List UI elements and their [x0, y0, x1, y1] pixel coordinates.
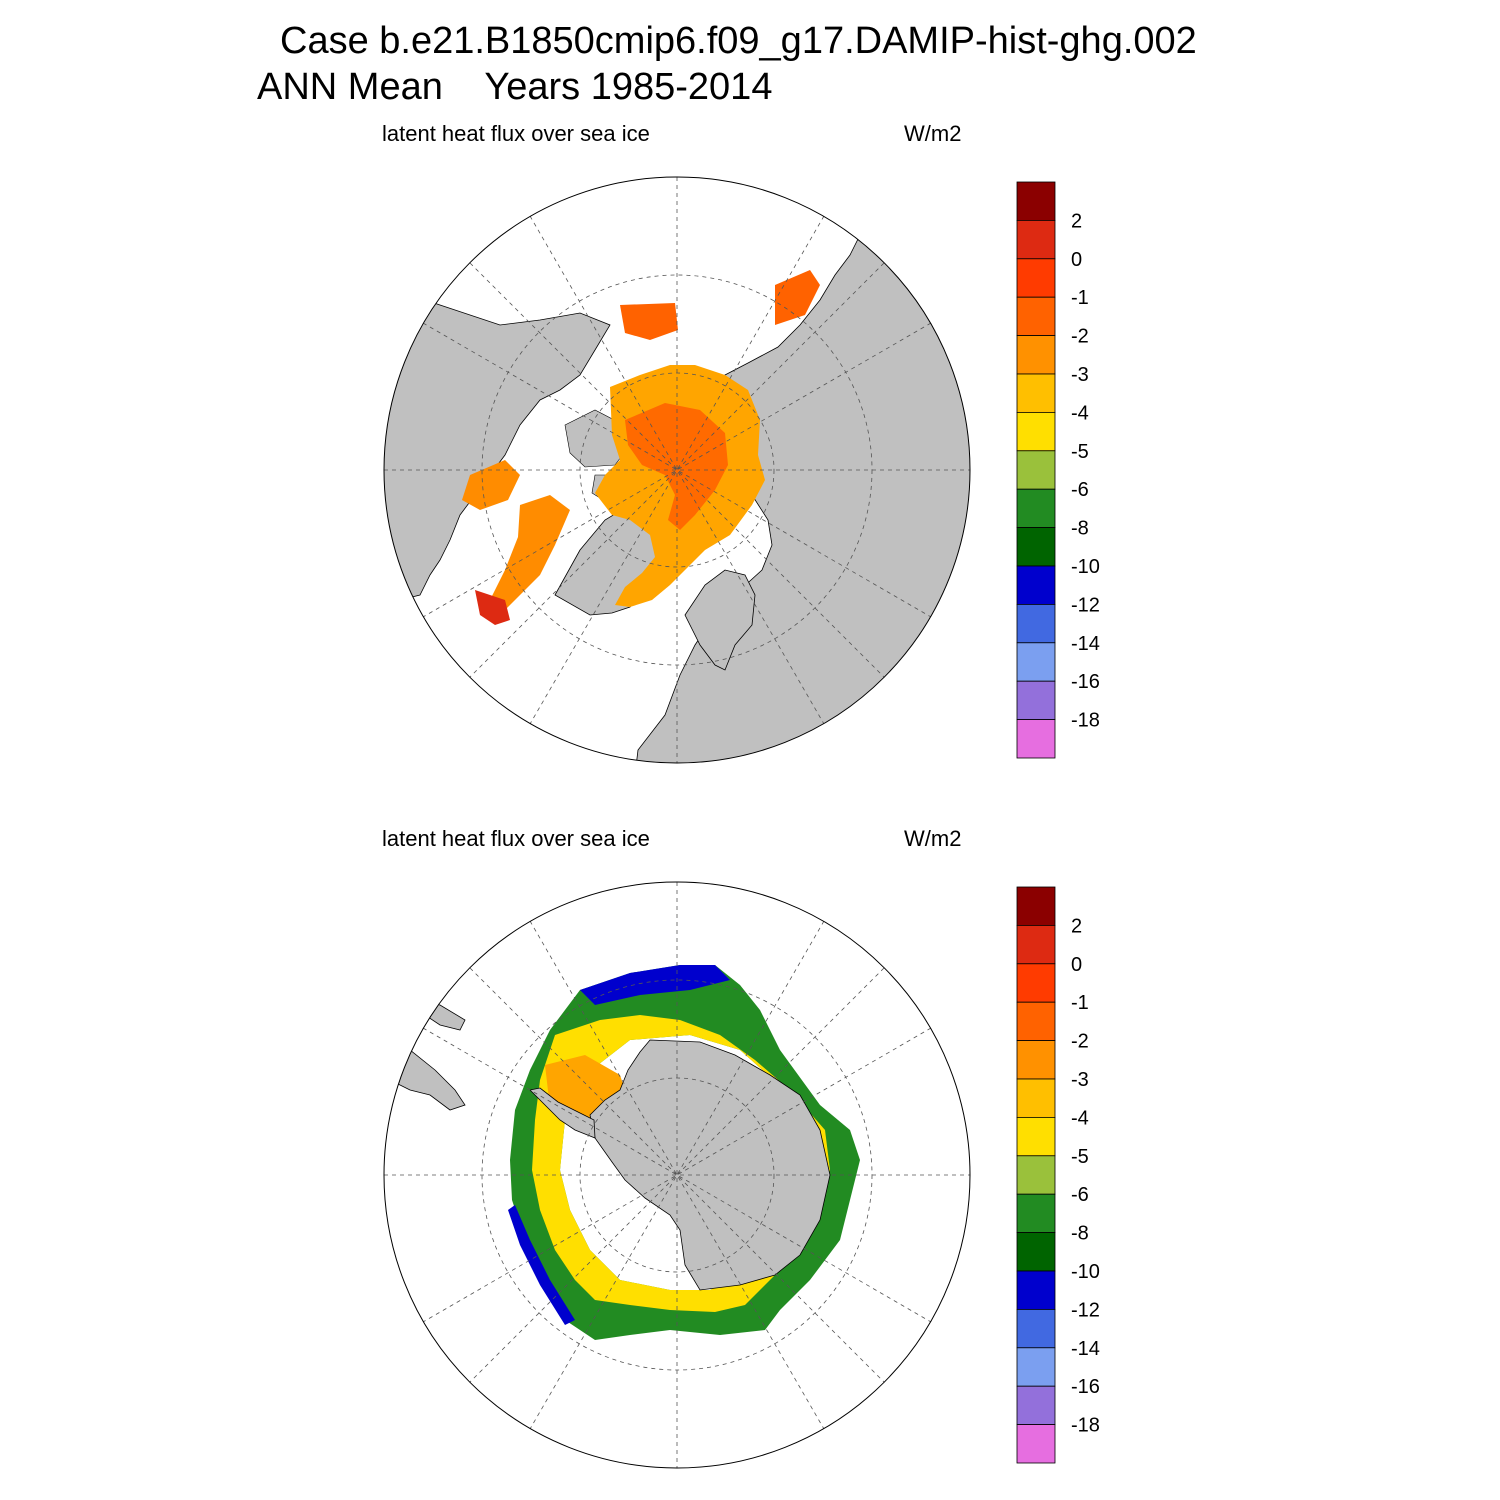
sea-ice-hudson	[462, 460, 520, 510]
colorbar-box	[1016, 335, 1056, 375]
colorbar-box	[1016, 1116, 1056, 1157]
sea-ice-okhotsk	[775, 270, 820, 325]
colorbar-box	[1016, 1347, 1056, 1387]
land-north-america	[384, 284, 611, 606]
colorbar-tick-label: -14	[1071, 633, 1100, 655]
colorbar-tick-label: 2	[1071, 915, 1082, 937]
colorbar-tick-label: 2	[1071, 210, 1082, 232]
colorbar-box	[1016, 642, 1056, 682]
colorbar-box	[1016, 488, 1056, 529]
sea-ice-outer-edge-west	[508, 1205, 575, 1325]
colorbar-labels-south: 2 0 -1 -2 -3 -4 -5 -6 -8 -10 -12 -14 -16 -18	[1071, 915, 1100, 1436]
colorbar-tick-label: -2	[1071, 326, 1089, 348]
colorbar-box	[1016, 527, 1056, 567]
colorbar-box	[1016, 296, 1056, 336]
colorbar-tick-label: -10	[1071, 556, 1100, 578]
colorbar-box	[1016, 603, 1056, 644]
figure-title-case: Case b.e21.B1850cmip6.f09_g17.DAMIP-hist…	[280, 20, 1197, 62]
sea-ice-baffin	[490, 495, 570, 615]
units-label-north: W/m2	[904, 121, 962, 146]
colorbar-tick-label: 0	[1071, 249, 1082, 271]
colorbar-tick-label: -12	[1071, 1299, 1100, 1321]
colorbar-box	[1016, 1078, 1056, 1118]
colorbar-box	[1016, 1193, 1056, 1234]
graticule-north	[384, 177, 970, 763]
colorbar-box	[1016, 220, 1056, 260]
colorbar-tick-label: 0	[1071, 954, 1082, 976]
land-scandinavia	[684, 569, 756, 671]
colorbar-box	[1016, 565, 1056, 605]
colorbar-box	[1016, 1385, 1056, 1426]
colorbar-tick-label: -14	[1071, 1338, 1100, 1360]
colorbar-box	[1016, 1308, 1056, 1349]
colorbar-tick-label: -6	[1071, 1184, 1089, 1206]
colorbar-north: 2 0 -1 -2 -3 -4 -5 -6 -8 -10 -12 -14 -16 -18	[1016, 181, 1100, 759]
colorbar-boxes-south	[1016, 886, 1056, 1464]
colorbar-box	[1016, 258, 1056, 298]
land-antarctica	[589, 1039, 831, 1291]
figure-title-period: ANN Mean Years 1985-2014	[257, 66, 773, 108]
colorbar-box	[1016, 1270, 1056, 1310]
colorbar-tick-label: -1	[1071, 287, 1089, 309]
colorbar-box	[1016, 450, 1056, 490]
map-south	[383, 881, 971, 1469]
sea-ice-bering	[620, 303, 678, 340]
colorbar-box	[1016, 1001, 1056, 1041]
colorbar-box	[1016, 963, 1056, 1003]
colorbar-tick-label: -6	[1071, 479, 1089, 501]
sea-ice-arctic-core	[625, 403, 728, 530]
map-border-south	[383, 881, 971, 1469]
colorbar-box	[1016, 1040, 1056, 1080]
colorbar-tick-label: -3	[1071, 364, 1089, 386]
colorbar-tick-label: -16	[1071, 1376, 1100, 1398]
units-label-south: W/m2	[904, 826, 962, 851]
colorbar-boxes-north	[1016, 181, 1056, 759]
colorbar-box	[1016, 1232, 1056, 1272]
colorbar-box	[1016, 719, 1056, 759]
colorbar-tick-label: -8	[1071, 518, 1089, 540]
colorbar-box	[1016, 373, 1056, 413]
colorbar-tick-label: -8	[1071, 1223, 1089, 1245]
map-north	[383, 176, 971, 764]
colorbar-box	[1016, 1155, 1056, 1195]
colorbar-tick-label: -16	[1071, 671, 1100, 693]
sea-ice-labrador	[475, 590, 510, 625]
colorbar-box	[1016, 886, 1056, 926]
colorbar-tick-label: -10	[1071, 1261, 1100, 1283]
sea-ice-ring-inner	[532, 1015, 830, 1312]
colorbar-tick-label: -1	[1071, 992, 1089, 1014]
sea-ice-outer-edge-low	[580, 965, 730, 1005]
colorbar-box	[1016, 411, 1056, 452]
colorbar-box	[1016, 181, 1056, 221]
graticule-south	[384, 882, 970, 1468]
panel-south: latent heat flux over sea ice W/m2	[0, 705, 1500, 1469]
colorbar-tick-label: -5	[1071, 441, 1089, 463]
land-antarctic-peninsula	[529, 1087, 596, 1139]
panel-north: latent heat flux over sea ice W/m2	[0, 0, 1500, 764]
colorbar-tick-label: -12	[1071, 594, 1100, 616]
colorbar-tick-label: -5	[1071, 1146, 1089, 1168]
colorbar-tick-label: -2	[1071, 1031, 1089, 1053]
variable-label-north: latent heat flux over sea ice	[382, 121, 650, 146]
colorbar-box	[1016, 1424, 1056, 1464]
colorbar-box	[1016, 925, 1056, 965]
colorbar-south: 2 0 -1 -2 -3 -4 -5 -6 -8 -10 -12 -14 -16 -18	[1016, 886, 1100, 1464]
colorbar-box	[1016, 680, 1056, 721]
colorbar-tick-label: -18	[1071, 1415, 1100, 1437]
colorbar-tick-label: -4	[1071, 402, 1089, 424]
colorbar-tick-label: -18	[1071, 710, 1100, 732]
variable-label-south: latent heat flux over sea ice	[382, 826, 650, 851]
colorbar-labels-north: 2 0 -1 -2 -3 -4 -5 -6 -8 -10 -12 -14 -16 -18	[1071, 210, 1100, 731]
colorbar-tick-label: -4	[1071, 1107, 1089, 1129]
map-border-north	[383, 176, 971, 764]
colorbar-tick-label: -3	[1071, 1069, 1089, 1091]
